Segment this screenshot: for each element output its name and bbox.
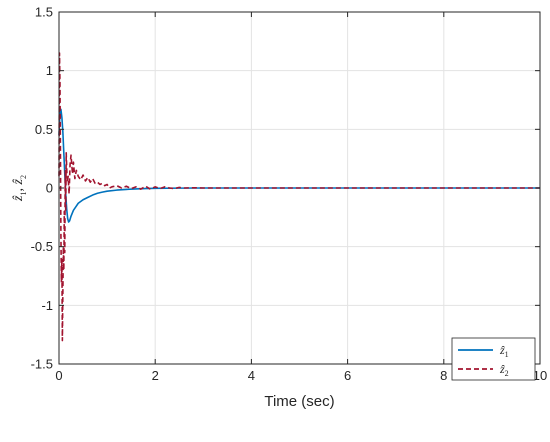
x-tick-label: 0: [55, 368, 62, 383]
y-tick-label: -1.5: [31, 357, 53, 372]
x-axis-label: Time (sec): [264, 393, 334, 410]
y-tick-label: -1: [41, 298, 53, 313]
y-tick-label: 0: [46, 181, 53, 196]
y-axis-label-sub-2: 2: [19, 175, 28, 179]
axis-ticks: [58, 11, 541, 365]
x-tick-label: 8: [440, 368, 447, 383]
legend-label-z1-sub: 1: [505, 350, 509, 359]
y-tick-label: -0.5: [31, 239, 53, 254]
series-line-z2: [58, 52, 540, 342]
y-axis-label-part-1: ẑ: [11, 195, 26, 202]
y-tick-label: 1: [46, 63, 53, 78]
legend-label-z2-base: ẑ: [499, 362, 505, 376]
legend-label-z2-sub: 2: [505, 369, 509, 378]
x-tick-label: 6: [344, 368, 351, 383]
legend-label-z1-base: ẑ: [499, 343, 505, 357]
x-tick-label: 2: [152, 368, 159, 383]
y-axis-label: ẑ1, ẑ2: [11, 175, 28, 202]
y-axis-label-part-2: , ẑ: [11, 179, 26, 192]
legend-box: [451, 337, 536, 381]
y-tick-labels: -1.5 -1 -0.5 0 0.5 1 1.5: [31, 5, 53, 372]
y-tick-label: 1.5: [35, 5, 53, 20]
legend-label-z2: ẑ2: [499, 362, 509, 378]
y-axis-label-sub-1: 1: [19, 192, 28, 196]
y-tick-label: 0.5: [35, 122, 53, 137]
legend: ẑ1 ẑ2: [451, 337, 536, 381]
legend-label-z1: ẑ1: [499, 343, 509, 359]
x-tick-label: 4: [248, 368, 255, 383]
series-layer: [58, 52, 540, 342]
x-tick-label: 10: [533, 368, 547, 383]
x-tick-labels: 0 2 4 6 8 10: [55, 368, 547, 383]
